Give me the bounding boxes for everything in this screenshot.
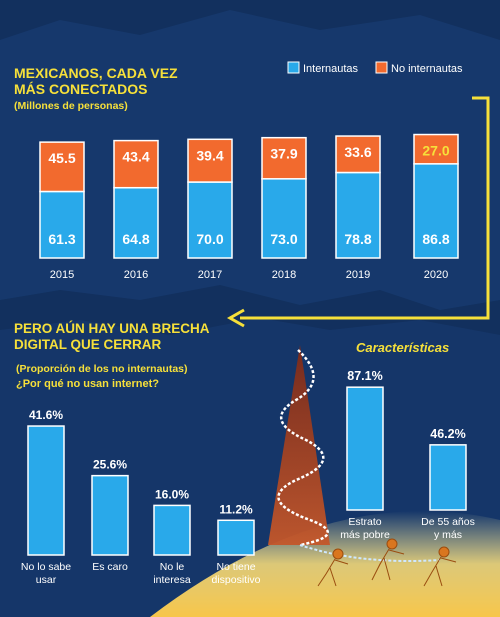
bar-no-internautas (261, 136, 307, 180)
category-label: 2019 (346, 269, 370, 281)
person-icon (371, 538, 405, 581)
light-glow (150, 510, 500, 617)
category-label: Es caro (92, 561, 128, 573)
category-label: No le interesa (153, 561, 191, 586)
value-label: 87.1% (347, 369, 382, 383)
chart2-subtitle: (Proporción de los no internautas) (16, 363, 188, 375)
value-label-no-internautas: 45.5 (48, 150, 75, 166)
chart1-subtitle: (Millones de personas) (14, 100, 128, 112)
chart3-bars: 87.1% Estrato más pobre 46.2% De 55 años y má… (340, 369, 475, 541)
value-label-internautas: 73.0 (270, 231, 297, 247)
bar-no-internautas (413, 133, 459, 165)
bar-no-internautas (39, 141, 85, 193)
chart2-question: ¿Por qué no usan internet? (16, 378, 159, 390)
binary-tower-illustration (268, 345, 441, 562)
bar-no-internautas (113, 139, 159, 189)
value-label: 46.2% (430, 427, 465, 441)
category-label: 2015 (50, 269, 74, 281)
chart2-title: PERO AÚN HAY UNA BRECHA DIGITAL QUE CERRA… (14, 321, 210, 352)
chart3-title: Características (356, 340, 449, 355)
value-label: 25.6% (93, 458, 127, 472)
bar-internautas (187, 181, 233, 259)
bar (153, 504, 191, 556)
person-icon (317, 548, 349, 587)
chart2-bars: 41.6% No lo sabe usar 25.6% Es caro 16.0% No l… (21, 408, 261, 586)
people-pulling-illustration (317, 538, 457, 587)
bar (346, 386, 384, 511)
category-label: 2018 (272, 269, 296, 281)
value-label-no-internautas: 37.9 (270, 146, 297, 162)
category-label: No tiene dispositivo (211, 561, 260, 586)
person-icon (423, 546, 457, 587)
bar-internautas (413, 163, 459, 259)
value-label: 11.2% (219, 502, 253, 516)
value-label-internautas: 70.0 (196, 231, 223, 247)
value-label-no-internautas: 33.6 (344, 144, 371, 160)
arrow-head-icon (226, 308, 245, 328)
chart1-title: MEXICANOS, CADA VEZ MÁS CONECTADOS (14, 65, 178, 97)
bar-internautas (39, 190, 85, 259)
chart1-legend: Internautas No internautas (287, 61, 463, 75)
value-label: 41.6% (29, 408, 63, 422)
bar-internautas (113, 186, 159, 259)
bar (27, 425, 65, 556)
category-label: 2016 (124, 269, 148, 281)
connector-arrow (226, 96, 490, 328)
bar-no-internautas (335, 135, 381, 174)
bar-internautas (261, 178, 307, 259)
category-label: 2020 (424, 269, 448, 281)
legend-swatch-internautas (287, 61, 300, 74)
bar-no-internautas (187, 138, 233, 183)
bar (429, 444, 467, 511)
category-label: De 55 años y más (421, 516, 475, 541)
bar (217, 519, 255, 556)
legend-swatch-no-internautas (375, 61, 388, 74)
legend-label-no-internautas: No internautas (391, 63, 463, 75)
value-label-internautas: 78.8 (344, 231, 371, 247)
value-label-internautas: 64.8 (122, 231, 149, 247)
value-label-no-internautas: 39.4 (196, 147, 223, 163)
category-label: No lo sabe usar (21, 561, 71, 586)
value-label-internautas: 86.8 (422, 231, 449, 247)
value-label-no-internautas: 27.0 (422, 143, 449, 159)
bar (91, 474, 129, 556)
value-label-internautas: 61.3 (48, 231, 75, 247)
bar-internautas (335, 171, 381, 259)
value-label: 16.0% (155, 487, 189, 501)
value-label-no-internautas: 43.4 (122, 149, 149, 165)
category-label: Estrato más pobre (340, 516, 390, 541)
legend-label-internautas: Internautas (303, 63, 359, 75)
chart1-bars: 61.3 45.5 2015 64.8 43.4 2016 70.0 39.4 2017 73.0… (39, 133, 459, 281)
category-label: 2017 (198, 269, 222, 281)
